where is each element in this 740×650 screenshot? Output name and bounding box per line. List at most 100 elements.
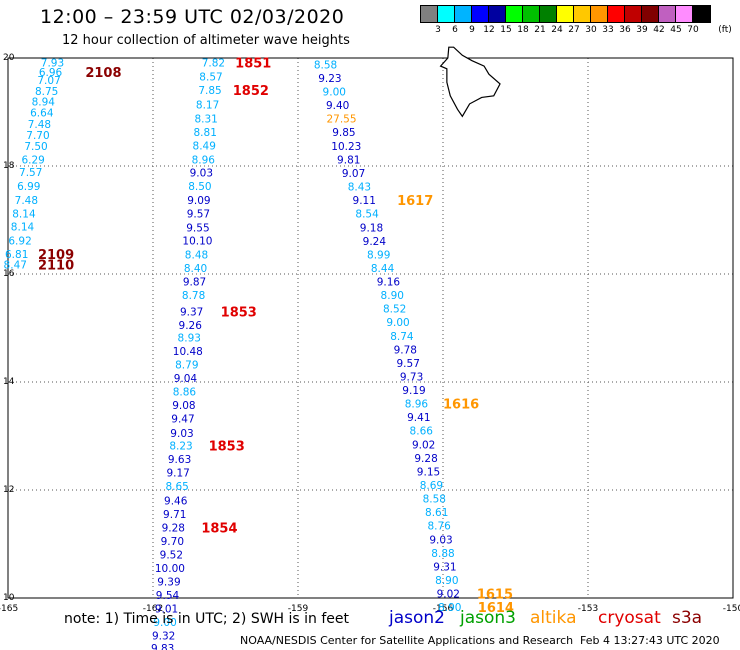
wave-height-value: 7.82 bbox=[202, 57, 225, 69]
legend-label: 36 bbox=[619, 25, 631, 35]
satellite-altika: altika bbox=[530, 608, 577, 628]
legend-label: 3 bbox=[435, 25, 441, 35]
wave-height-value: 8.31 bbox=[194, 113, 217, 125]
wave-height-value: 9.09 bbox=[187, 195, 210, 207]
wave-height-value: 9.73 bbox=[400, 372, 423, 384]
wave-height-value: 9.24 bbox=[363, 236, 387, 248]
wave-height-value: 8.14 bbox=[11, 221, 35, 233]
legend-swatch bbox=[455, 6, 472, 22]
wave-height-value: 8.48 bbox=[185, 250, 208, 262]
wave-height-value: 6.99 bbox=[17, 181, 40, 193]
legend-label: 33 bbox=[602, 25, 614, 35]
wave-height-value: 7.85 bbox=[198, 85, 221, 97]
wave-height-value: 9.83 bbox=[151, 643, 174, 650]
legend-swatch bbox=[489, 6, 506, 22]
wave-height-value: 9.41 bbox=[407, 412, 430, 424]
wave-height-value: 8.75 bbox=[35, 86, 58, 98]
wave-height-value: 9.78 bbox=[394, 345, 417, 357]
wave-height-value: 8.88 bbox=[431, 548, 454, 560]
wave-height-value: 8.66 bbox=[410, 426, 434, 438]
wave-height-value: 8.96 bbox=[405, 399, 429, 411]
wave-height-value: 6.81 bbox=[5, 249, 28, 261]
wave-height-value: 10.23 bbox=[331, 141, 361, 153]
wave-height-value: 8.69 bbox=[420, 480, 443, 492]
wave-height-value: 9.07 bbox=[342, 168, 365, 180]
wave-height-value: 8.17 bbox=[196, 99, 219, 111]
legend-swatch bbox=[659, 6, 676, 22]
wave-height-value: 9.15 bbox=[417, 467, 440, 479]
legend-swatch bbox=[676, 6, 693, 22]
wave-height-value: 9.81 bbox=[337, 155, 360, 167]
pass-time-label: 2110 bbox=[38, 258, 74, 273]
map-title: 12:00 – 23:59 UTC 02/03/2020 bbox=[40, 6, 345, 28]
date-stamp: Feb 4 13:27:43 UTC 2020 bbox=[580, 634, 720, 647]
legend-swatch bbox=[438, 6, 455, 22]
footer-note: note: 1) Time is in UTC; 2) SWH is in fe… bbox=[64, 611, 350, 627]
wave-height-value: 9.85 bbox=[332, 127, 355, 139]
wave-height-value: 8.58 bbox=[314, 59, 337, 71]
wave-height-value: 8.96 bbox=[192, 155, 216, 167]
wave-height-value: 9.57 bbox=[187, 209, 210, 221]
legend-label: 24 bbox=[551, 25, 563, 35]
wave-height-value: 9.19 bbox=[402, 385, 425, 397]
wave-height-legend: 3 6 9 12 15 18 21 24 27 30 33 36 39 42 45 70 (ft) bbox=[420, 5, 732, 37]
wave-height-value: 8.54 bbox=[355, 209, 379, 221]
legend-swatch bbox=[523, 6, 540, 22]
wave-height-value: 8.23 bbox=[169, 441, 192, 453]
wave-height-value: 9.37 bbox=[180, 306, 203, 318]
pass-time-label: 1854 bbox=[201, 521, 237, 536]
wave-height-value: 9.26 bbox=[179, 320, 203, 332]
wave-height-value: 8.44 bbox=[371, 263, 395, 275]
wave-height-value: 8.79 bbox=[175, 360, 198, 372]
wave-height-value: 9.54 bbox=[156, 590, 180, 602]
wave-height-value: 8.50 bbox=[188, 181, 211, 193]
legend-label: 45 bbox=[670, 25, 682, 35]
x-tick-label: -153 bbox=[578, 604, 598, 614]
wave-height-value: 7.50 bbox=[24, 141, 47, 153]
legend-swatch bbox=[574, 6, 591, 22]
legend-swatch bbox=[608, 6, 625, 22]
wave-height-value: 7.07 bbox=[37, 75, 60, 87]
legend-swatch bbox=[625, 6, 642, 22]
x-tick-label: -156 bbox=[433, 604, 454, 614]
legend-label: 12 bbox=[483, 25, 495, 35]
wave-height-value: 6.92 bbox=[8, 236, 31, 248]
wave-height-value: 9.52 bbox=[160, 549, 183, 561]
legend-label: 27 bbox=[568, 25, 580, 35]
legend-labels: 3 6 9 12 15 18 21 24 27 30 33 36 39 42 45 70 (ft) bbox=[420, 25, 732, 37]
credit-line: NOAA/NESDIS Center for Satellite Applica… bbox=[240, 634, 574, 647]
wave-height-value: 8.58 bbox=[423, 494, 446, 506]
legend-swatch bbox=[557, 6, 574, 22]
wave-height-value: 7.48 bbox=[28, 119, 51, 131]
y-tick-label: 16 bbox=[3, 269, 15, 279]
pass-time-label: 1614 bbox=[478, 601, 514, 616]
legend-label: 6 bbox=[452, 25, 458, 35]
wave-height-value: 7.70 bbox=[26, 130, 49, 142]
wave-height-value: 8.49 bbox=[193, 140, 216, 152]
wave-height-value: 9.02 bbox=[437, 589, 460, 601]
wave-height-value: 6.29 bbox=[21, 155, 44, 167]
wave-height-value: 8.47 bbox=[4, 259, 27, 271]
pass-time-label: 1853 bbox=[209, 440, 245, 455]
wave-height-value: 9.00 bbox=[386, 317, 409, 329]
satellite-s3a: s3a bbox=[672, 608, 703, 628]
legend-swatch bbox=[591, 6, 608, 22]
wave-height-value: 8.52 bbox=[383, 304, 406, 316]
legend-label: 18 bbox=[517, 25, 529, 35]
wave-height-value: 9.23 bbox=[318, 73, 341, 85]
pass-time-label: 1617 bbox=[397, 194, 433, 209]
legend-label: 70 bbox=[687, 25, 699, 35]
legend-label: 30 bbox=[585, 25, 597, 35]
x-tick-label: -165 bbox=[0, 604, 18, 614]
wave-height-value: 9.01 bbox=[155, 603, 178, 615]
pass-time-label: 1853 bbox=[221, 305, 257, 320]
pass-time-label: 1852 bbox=[233, 84, 269, 99]
x-tick-label: -159 bbox=[288, 604, 309, 614]
wave-height-value: 9.46 bbox=[164, 495, 188, 507]
wave-height-value: 9.31 bbox=[433, 562, 456, 574]
y-tick-label: 18 bbox=[3, 161, 15, 171]
island-outline bbox=[439, 46, 501, 118]
wave-height-value: 9.40 bbox=[326, 100, 349, 112]
wave-height-value: 9.28 bbox=[414, 453, 437, 465]
